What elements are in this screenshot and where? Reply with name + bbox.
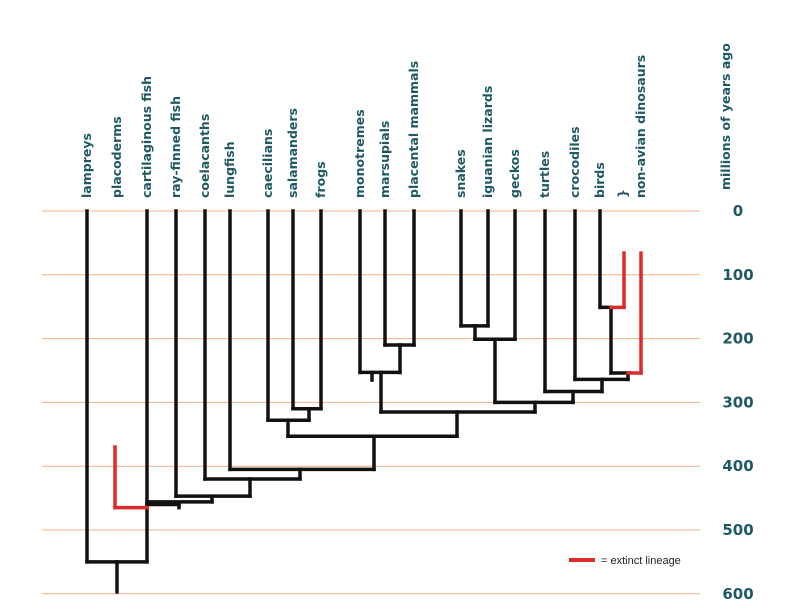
taxon-label: coelacanths [197,114,212,198]
taxon-labels: lampreys placoderms cartilaginous fish ray-… [79,55,648,198]
taxon-label: frogs [313,161,328,198]
taxon-label: caecilians [260,129,275,198]
taxon-label: lungfish [222,141,237,198]
taxon-label: birds [592,162,607,198]
axis-tick-label: 0 [733,202,743,220]
taxon-label: placental mammals [406,61,421,198]
taxon-label: turtles [537,151,552,198]
axis-tick-label: 500 [722,521,753,539]
axis-tick-label: 300 [722,393,753,411]
axis-tick-label: 400 [722,457,753,475]
taxon-label: snakes [453,149,468,198]
taxon-label: cartilaginous fish [139,76,154,198]
extinct-lineages [113,251,643,510]
time-gridlines [42,210,700,595]
taxon-label: geckos [507,149,522,198]
axis-tick-label: 100 [722,266,753,284]
bracket-glyph: } [615,189,630,198]
taxon-label: monotremes [352,109,367,198]
axis-tick-label: 200 [722,330,753,348]
taxon-label: non-avian dinosaurs [633,55,648,198]
axis-title: millions of years ago [718,43,733,190]
taxon-label: lampreys [79,133,94,198]
taxon-label: ray-finned fish [168,96,183,198]
taxon-label: marsupials [377,121,392,198]
axis-tick-label: 600 [722,585,753,603]
taxon-label: crocodiles [567,126,582,198]
legend: = extinct lineage [569,555,681,567]
taxon-label: iguanian lizards [480,86,495,198]
taxon-label: salamanders [285,108,300,198]
axis-ticks: 0 100 200 300 400 500 600 [722,202,753,603]
tree-branches [85,209,630,594]
legend-text: = extinct lineage [601,555,681,567]
taxon-label: placoderms [109,116,124,198]
